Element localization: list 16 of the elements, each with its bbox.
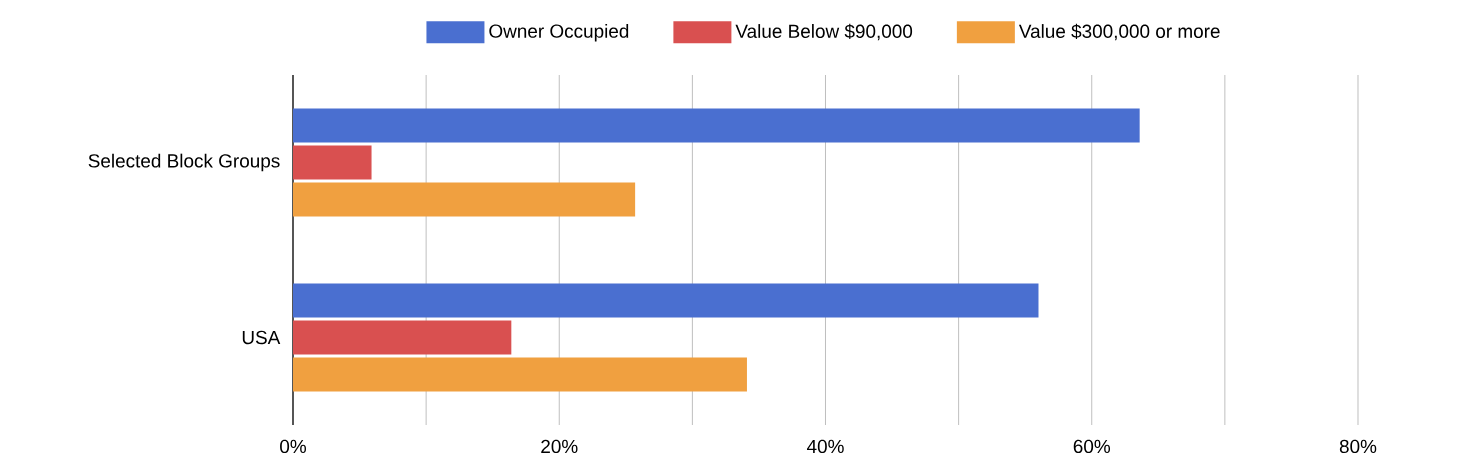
x-tick-label: 60% xyxy=(1073,439,1111,454)
x-tick-label: 0% xyxy=(280,439,306,454)
legend-label: Owner Occupied xyxy=(489,23,629,42)
y-tick-label: Selected Block Groups xyxy=(88,153,280,172)
bar xyxy=(293,283,1039,318)
y-tick-label: USA xyxy=(242,330,281,345)
bar xyxy=(293,108,1140,143)
bar xyxy=(293,357,747,392)
legend-label: Value $300,000 or more xyxy=(1018,23,1220,41)
bar xyxy=(293,145,372,180)
bar xyxy=(293,182,636,217)
legend-label: Value Below $90,000 xyxy=(735,23,913,41)
bar xyxy=(293,320,512,355)
x-tick-label: 80% xyxy=(1339,439,1377,454)
x-tick-label: 40% xyxy=(806,439,844,454)
x-tick-label: 20% xyxy=(541,439,578,454)
